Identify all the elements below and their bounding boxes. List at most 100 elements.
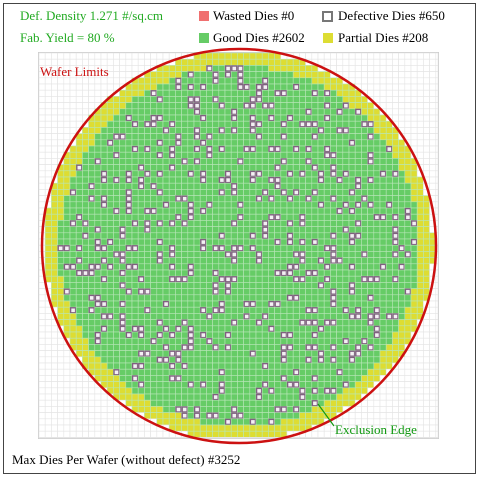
die (249, 275, 257, 283)
die (354, 71, 362, 79)
die (423, 430, 430, 438)
die (237, 313, 244, 320)
die (398, 313, 406, 320)
die (286, 350, 294, 358)
die (38, 145, 46, 153)
die (206, 437, 213, 439)
defective-die (237, 214, 244, 221)
die (336, 201, 344, 209)
die (156, 182, 164, 190)
defective-die (342, 226, 350, 233)
die (168, 102, 176, 110)
die (51, 120, 58, 128)
die (404, 294, 412, 302)
die (385, 151, 393, 159)
die (280, 393, 288, 401)
die (292, 226, 300, 234)
die (113, 120, 120, 128)
die (69, 337, 77, 345)
die (373, 282, 381, 289)
die (137, 83, 145, 91)
die (367, 189, 375, 196)
die (125, 344, 133, 351)
die (392, 306, 399, 314)
die (175, 313, 182, 320)
die (429, 151, 437, 159)
die (168, 319, 176, 327)
die (261, 325, 269, 333)
die (286, 275, 294, 283)
die (305, 139, 313, 147)
die (44, 158, 52, 165)
die (199, 182, 207, 190)
die (367, 244, 375, 252)
wafer-limits-label: Wafer Limits (40, 64, 109, 79)
die (162, 226, 170, 234)
defective-die (125, 114, 133, 122)
defective-die (156, 139, 164, 147)
die (237, 350, 244, 358)
die (63, 313, 71, 320)
die (212, 195, 220, 203)
die (113, 337, 120, 345)
die (63, 164, 71, 172)
die (311, 418, 319, 426)
defective-die (330, 195, 337, 202)
die (385, 282, 393, 289)
die (206, 399, 213, 407)
die (435, 71, 439, 79)
defective-die (138, 381, 145, 388)
defective-die (187, 214, 195, 221)
defective-die (299, 251, 306, 258)
die (199, 418, 207, 426)
die (218, 114, 226, 122)
die (354, 387, 362, 395)
die (280, 77, 288, 85)
die (44, 139, 52, 147)
die (57, 83, 65, 91)
die (410, 263, 418, 271)
die (162, 399, 170, 407)
die (330, 313, 337, 320)
die (82, 387, 89, 395)
die (119, 238, 127, 246)
die (249, 412, 257, 420)
die (199, 300, 207, 308)
die (404, 325, 412, 333)
die (330, 201, 337, 209)
die (162, 133, 170, 141)
die (57, 375, 65, 382)
die (261, 176, 269, 184)
die (131, 387, 139, 395)
die (317, 58, 325, 66)
defective-die (293, 251, 300, 258)
die (212, 238, 220, 246)
die (175, 127, 182, 134)
die (181, 325, 189, 333)
die (274, 120, 282, 128)
die (392, 399, 399, 407)
die (379, 83, 387, 91)
die (255, 412, 263, 420)
die (429, 182, 437, 190)
die (230, 356, 238, 364)
die (57, 145, 65, 153)
defective-die (299, 393, 306, 401)
die (69, 213, 77, 221)
die (367, 170, 375, 178)
die (429, 65, 437, 72)
die (367, 251, 375, 258)
defective-die (280, 331, 288, 339)
defective-die (361, 276, 368, 283)
die (354, 393, 362, 401)
die (51, 331, 58, 339)
die (206, 139, 213, 147)
defective-die (286, 263, 294, 271)
die (106, 275, 114, 283)
defective-die (379, 170, 387, 178)
die (224, 77, 232, 85)
die (100, 114, 108, 122)
defective-die (286, 269, 294, 277)
die (299, 244, 306, 252)
die (243, 251, 251, 258)
